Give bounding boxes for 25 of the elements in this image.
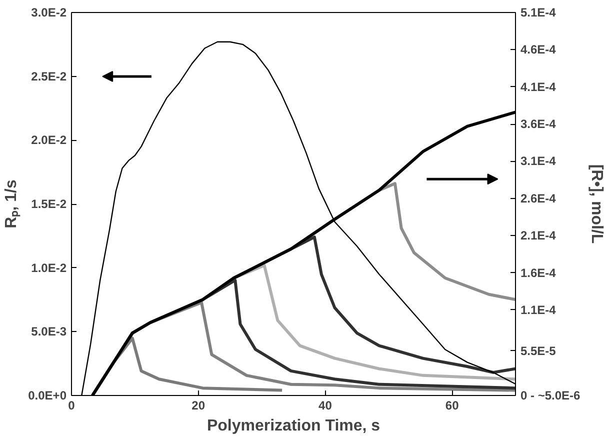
y-tick-label: 0.0E+0 bbox=[28, 388, 67, 402]
x-tick-label: 20 bbox=[192, 398, 206, 412]
y2-tick-label: 3.1E-4 bbox=[520, 154, 556, 168]
x-tick-label: 60 bbox=[445, 398, 460, 412]
y-tick-label: 1.0E-2 bbox=[31, 260, 67, 275]
y2-tick-label: 3.6E-4 bbox=[520, 117, 556, 132]
y-tick-label: 3.0E-2 bbox=[31, 6, 67, 20]
y-tick-label: 2.5E-2 bbox=[31, 69, 67, 84]
y-tick-label: 5.0E-3 bbox=[31, 324, 67, 339]
y2-tick-label: 5.5E-5 bbox=[520, 344, 556, 358]
x-tick-label: 40 bbox=[318, 398, 332, 412]
y2-axis-title: [R•], mol/L bbox=[588, 164, 606, 244]
y2-tick-label: 2.1E-4 bbox=[520, 228, 556, 243]
y2-tick-label: 5.1E-4 bbox=[520, 6, 556, 20]
y2-tick-label: 4.1E-4 bbox=[520, 80, 556, 94]
x-axis-title: Polymerization Time, s bbox=[206, 418, 380, 434]
y2-tick-label: 1.6E-4 bbox=[520, 266, 556, 280]
y2-tick-label: 1.1E-4 bbox=[520, 302, 556, 317]
y-axis-title: Rₚ, 1/s bbox=[3, 180, 22, 228]
y2-tick-label: 0 - ~5.0E-6 bbox=[520, 388, 581, 402]
y-tick-label: 2.0E-2 bbox=[31, 133, 67, 148]
y2-tick-label: 2.6E-4 bbox=[520, 191, 556, 206]
y-tick-label: 1.5E-2 bbox=[31, 197, 67, 211]
y2-tick-label: 4.6E-4 bbox=[520, 42, 556, 57]
x-tick-label: 0 bbox=[68, 398, 76, 412]
